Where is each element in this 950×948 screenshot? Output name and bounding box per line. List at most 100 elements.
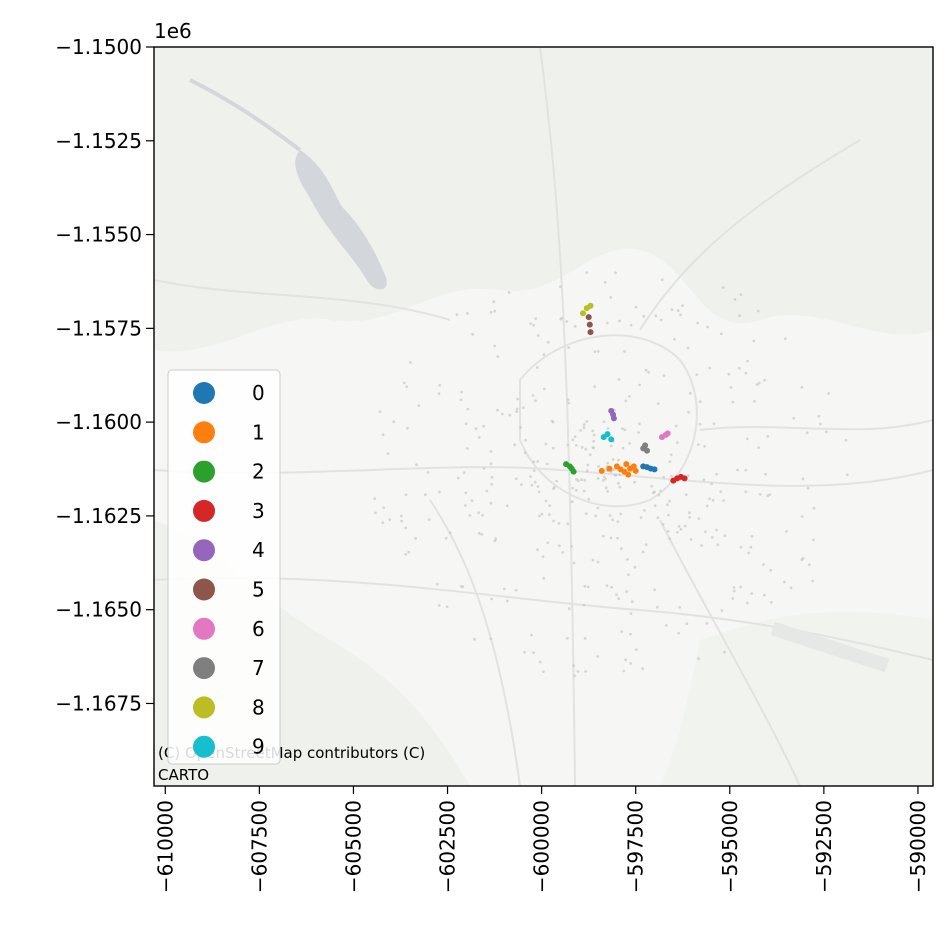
background-point xyxy=(606,490,610,493)
background-point xyxy=(688,516,691,519)
background-point xyxy=(659,489,663,493)
background-point xyxy=(381,521,385,525)
background-point xyxy=(567,401,571,405)
background-point xyxy=(489,450,493,453)
background-point xyxy=(617,597,621,601)
background-point xyxy=(792,416,796,420)
background-point xyxy=(634,305,638,309)
background-point xyxy=(592,433,596,437)
series-0 xyxy=(640,463,658,473)
background-point xyxy=(400,519,403,523)
background-point xyxy=(628,442,632,445)
background-point xyxy=(541,555,545,558)
background-point xyxy=(542,670,545,673)
background-point xyxy=(404,526,408,530)
background-point xyxy=(582,426,586,430)
background-point xyxy=(470,499,474,503)
data-point xyxy=(630,463,637,470)
background-point xyxy=(585,271,589,274)
background-point xyxy=(675,530,679,534)
background-point xyxy=(406,426,409,430)
background-point xyxy=(544,499,548,503)
background-point xyxy=(783,580,786,584)
data-point xyxy=(625,471,632,478)
background-point xyxy=(571,438,575,442)
background-point xyxy=(611,458,615,461)
background-point xyxy=(768,493,772,496)
background-point xyxy=(435,582,439,586)
background-point xyxy=(800,515,804,518)
background-point xyxy=(463,504,467,507)
background-point xyxy=(489,462,493,465)
series-9 xyxy=(600,431,615,443)
background-point xyxy=(572,561,576,565)
background-point xyxy=(468,514,472,517)
legend-label-4: 4 xyxy=(252,538,265,562)
background-point xyxy=(614,271,617,275)
background-point xyxy=(789,586,793,590)
data-point xyxy=(580,310,586,317)
background-point xyxy=(697,517,701,520)
background-point xyxy=(698,400,702,404)
background-point xyxy=(477,511,481,514)
background-point xyxy=(460,390,463,394)
background-point xyxy=(459,398,463,402)
background-point xyxy=(582,423,586,427)
background-point xyxy=(417,404,421,407)
background-point xyxy=(552,487,555,490)
y-axis: −1.1500 −1.1525 −1.1550 −1.1575 −1.1600 −1.16… xyxy=(55,35,154,715)
background-point xyxy=(567,346,570,349)
background-point xyxy=(766,434,770,438)
background-point xyxy=(616,520,620,524)
attribution-line-2: CARTO xyxy=(158,766,209,784)
background-point xyxy=(666,529,670,533)
background-point xyxy=(744,371,748,375)
background-point xyxy=(515,410,519,413)
background-point xyxy=(731,400,735,404)
background-point xyxy=(625,590,628,593)
background-point xyxy=(596,350,600,353)
background-point xyxy=(513,443,517,447)
background-point xyxy=(576,479,580,483)
background-point xyxy=(571,486,574,490)
background-point xyxy=(758,493,762,496)
background-point xyxy=(482,424,486,428)
background-point xyxy=(544,442,548,446)
background-point xyxy=(674,424,678,428)
background-point xyxy=(686,346,690,350)
y-offset-label: 1e6 xyxy=(154,19,192,43)
background-point xyxy=(456,476,460,480)
background-point xyxy=(609,536,613,540)
background-point xyxy=(746,359,749,363)
background-point xyxy=(574,488,578,492)
background-point xyxy=(583,478,587,482)
background-point xyxy=(588,453,592,457)
background-point xyxy=(567,607,571,611)
background-point xyxy=(534,399,537,402)
y-tick-label: −1.1650 xyxy=(55,598,142,622)
background-point xyxy=(750,592,754,595)
background-point xyxy=(520,483,523,486)
background-point xyxy=(784,337,787,341)
data-point xyxy=(587,302,594,309)
background-point xyxy=(474,427,478,431)
background-point xyxy=(464,422,468,426)
background-point xyxy=(608,514,612,518)
background-point xyxy=(550,419,554,423)
background-point xyxy=(654,314,658,318)
background-point xyxy=(536,485,540,488)
legend-label-7: 7 xyxy=(252,656,265,680)
background-point xyxy=(542,353,546,356)
background-point xyxy=(638,383,642,387)
background-point xyxy=(426,471,430,474)
x-tick-label: −605000 xyxy=(341,800,365,893)
data-point xyxy=(664,430,671,437)
background-point xyxy=(695,373,699,376)
legend-label-0: 0 xyxy=(252,381,265,405)
legend-label-6: 6 xyxy=(252,617,265,641)
background-point xyxy=(405,385,409,389)
legend-label-9: 9 xyxy=(252,735,265,759)
background-point xyxy=(573,674,576,678)
background-point xyxy=(618,473,621,477)
background-point xyxy=(621,446,625,450)
